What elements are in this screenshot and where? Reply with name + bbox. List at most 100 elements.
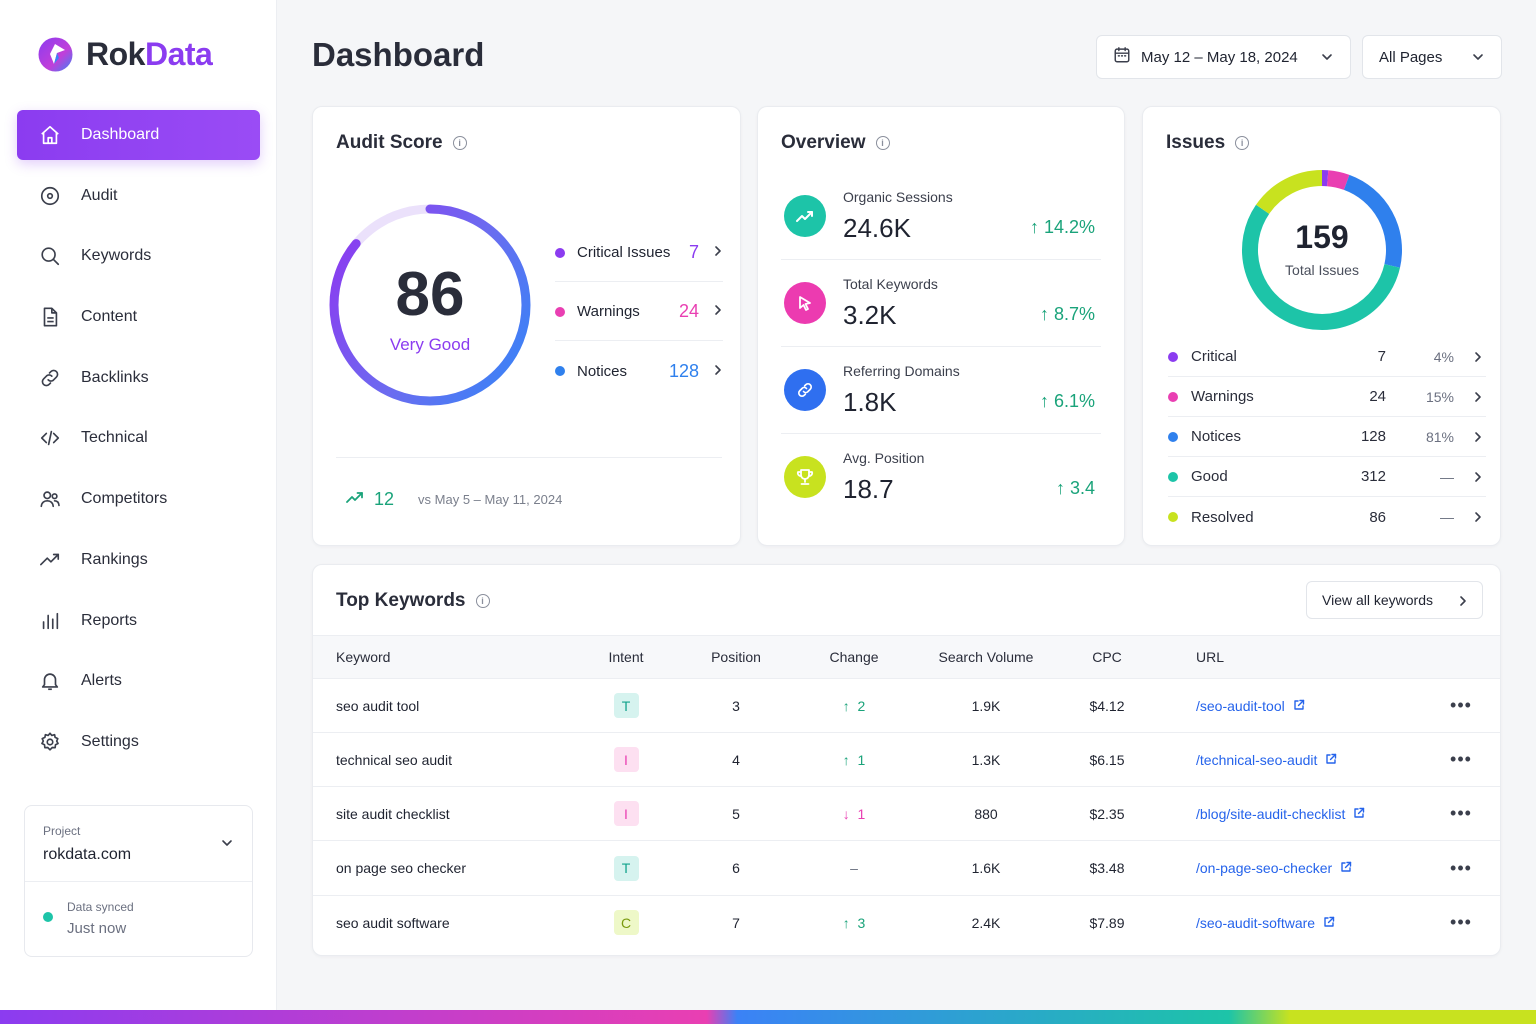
search-volume-cell: 1.6K	[971, 860, 1001, 877]
column-header-change[interactable]: Change	[829, 649, 879, 665]
intent-cell: T	[607, 842, 645, 895]
project-selector[interactable]: Project rokdata.com	[25, 806, 252, 882]
chevron-right-icon	[713, 363, 723, 380]
sidebar-item-dashboard[interactable]: Dashboard	[17, 110, 260, 160]
column-header-search-volume[interactable]: Search Volume	[938, 649, 1034, 665]
issues-total-label: Total Issues	[1285, 262, 1359, 278]
document-icon	[39, 306, 61, 328]
sidebar-item-backlinks[interactable]: Backlinks	[17, 353, 260, 403]
legend-value: 24	[678, 301, 699, 321]
info-icon[interactable]: i	[452, 136, 467, 150]
column-header-cpc[interactable]: CPC	[1092, 649, 1122, 665]
card-title: Issues i	[1166, 132, 1250, 154]
chevron-right-icon	[1473, 510, 1483, 527]
metric-label: Total Keywords	[843, 276, 938, 292]
table-row[interactable]: seo audit tool T 3 ↑ 2 1.9K $4.12/seo-audit-t…	[313, 679, 1500, 733]
more-options-icon[interactable]: •••	[1450, 857, 1472, 878]
view-all-keywords-button[interactable]: View all keywords	[1306, 581, 1483, 619]
project-value: rokdata.com	[43, 846, 132, 863]
table-row[interactable]: technical seo audit I 4 ↑ 1 1.3K $6.15/techni…	[313, 733, 1500, 788]
sidebar-item-competitors[interactable]: Competitors	[17, 474, 260, 524]
metric-change: ↑ 6.1%	[1039, 391, 1095, 411]
url-cell: /seo-audit-software	[1196, 896, 1335, 950]
issue-row-good[interactable]: Good 312 —	[1168, 457, 1486, 497]
info-icon[interactable]: i	[475, 594, 490, 608]
users-icon	[39, 488, 61, 510]
sidebar-item-rankings[interactable]: Rankings	[17, 535, 260, 585]
top-keywords-card: Top Keywords i View all keywords Keyword…	[312, 564, 1501, 956]
position-cell: 4	[732, 751, 740, 768]
column-header-intent[interactable]: Intent	[608, 649, 644, 665]
url-link[interactable]: /on-page-seo-checker	[1196, 860, 1352, 876]
sidebar-item-keywords[interactable]: Keywords	[17, 231, 260, 281]
url-link[interactable]: /seo-audit-tool	[1196, 698, 1305, 714]
table-row[interactable]: on page seo checker T 6 – 1.6K $3.48/on-page-…	[313, 842, 1500, 896]
date-range-picker[interactable]: May 12 – May 18, 2024	[1096, 35, 1351, 79]
issue-row-critical[interactable]: Critical 7 4%	[1168, 337, 1486, 377]
change-value: –	[850, 860, 858, 877]
column-header-keyword[interactable]: Keyword	[336, 649, 391, 665]
table-row[interactable]: site audit checklist I 5 ↓ 1 880 $2.35/blog/s…	[313, 787, 1500, 842]
issue-row-notices[interactable]: Notices 128 81%	[1168, 417, 1486, 457]
column-header-url[interactable]: URL	[1196, 649, 1225, 665]
metric-total-keywords: Total Keywords 3.2K ↑ 8.7%	[781, 260, 1101, 347]
donut-segment-warnings	[1326, 170, 1350, 190]
brand-logo[interactable]: RokData	[37, 34, 213, 74]
legend-critical-issues[interactable]: Critical Issues 7	[555, 224, 723, 282]
metric-avg-position: Avg. Position 18.7 ↑ 3.4	[781, 434, 1101, 521]
info-icon[interactable]: i	[875, 136, 890, 150]
position-cell: 5	[732, 805, 740, 822]
column-header-position[interactable]: Position	[711, 649, 761, 665]
info-icon[interactable]: i	[1235, 136, 1250, 150]
url-link[interactable]: /seo-audit-software	[1196, 915, 1335, 931]
issue-label: Critical	[1191, 348, 1237, 365]
url-link[interactable]: /technical-seo-audit	[1196, 752, 1337, 768]
metric-value: 24.6K	[843, 213, 911, 243]
page-title: Dashboard	[312, 36, 485, 73]
url-cell: /technical-seo-audit	[1196, 733, 1337, 786]
url-link[interactable]: /blog/site-audit-checklist	[1196, 806, 1365, 822]
metric-change: ↑ 8.7%	[1039, 304, 1095, 324]
legend-warnings[interactable]: Warnings 24	[555, 283, 723, 341]
intent-cell: C	[607, 896, 645, 950]
issue-row-warnings[interactable]: Warnings 24 15%	[1168, 377, 1486, 417]
trend-up-icon	[346, 490, 364, 509]
sidebar-item-reports[interactable]: Reports	[17, 596, 260, 646]
sidebar-item-settings[interactable]: Settings	[17, 717, 260, 767]
issue-count: 312	[1360, 468, 1386, 485]
change-cell: –	[821, 842, 887, 895]
sidebar-item-alerts[interactable]: Alerts	[17, 656, 260, 706]
sidebar: RokData Dashboard Audit Keywords Content…	[0, 0, 277, 1010]
donut-segment-resolved	[1256, 170, 1323, 215]
metric-value: 18.7	[843, 474, 894, 504]
sidebar-item-content[interactable]: Content	[17, 292, 260, 342]
issue-dot	[1168, 351, 1178, 362]
card-title: Top Keywords i	[336, 590, 490, 612]
gear-icon	[39, 731, 61, 753]
chevron-right-icon	[713, 303, 723, 320]
keyword-cell: seo audit software	[336, 914, 450, 931]
issue-row-resolved[interactable]: Resolved 86 —	[1168, 497, 1486, 537]
legend-notices[interactable]: Notices 128	[555, 342, 723, 400]
more-options-icon[interactable]: •••	[1450, 695, 1472, 715]
donut-segment-notices	[1343, 174, 1402, 268]
more-options-icon[interactable]: •••	[1450, 912, 1472, 933]
pages-filter-select[interactable]: All Pages	[1362, 35, 1502, 79]
issues-total-value: 159	[1295, 219, 1349, 255]
row-more-cell: •••	[1445, 679, 1477, 732]
audit-score-card: Audit Score i 86 Very Good Critical Issu…	[312, 106, 741, 546]
bell-icon	[39, 670, 61, 692]
sidebar-item-label: Competitors	[81, 490, 168, 508]
legend-dot	[555, 306, 565, 317]
sidebar-item-audit[interactable]: Audit	[17, 171, 260, 221]
code-icon	[39, 427, 61, 449]
table-row[interactable]: seo audit software C 7 ↑ 3 2.4K $7.89/seo-aud…	[313, 896, 1500, 950]
audit-score-value: 86	[395, 260, 465, 329]
url-text: /technical-seo-audit	[1196, 751, 1318, 768]
sync-label: Data synced	[67, 900, 134, 914]
sidebar-item-technical[interactable]: Technical	[17, 413, 260, 463]
cpc-cell: $3.48	[1089, 860, 1125, 877]
more-options-icon[interactable]: •••	[1450, 803, 1472, 824]
metric-change: ↑ 14.2%	[1029, 217, 1095, 237]
more-options-icon[interactable]: •••	[1450, 749, 1472, 770]
